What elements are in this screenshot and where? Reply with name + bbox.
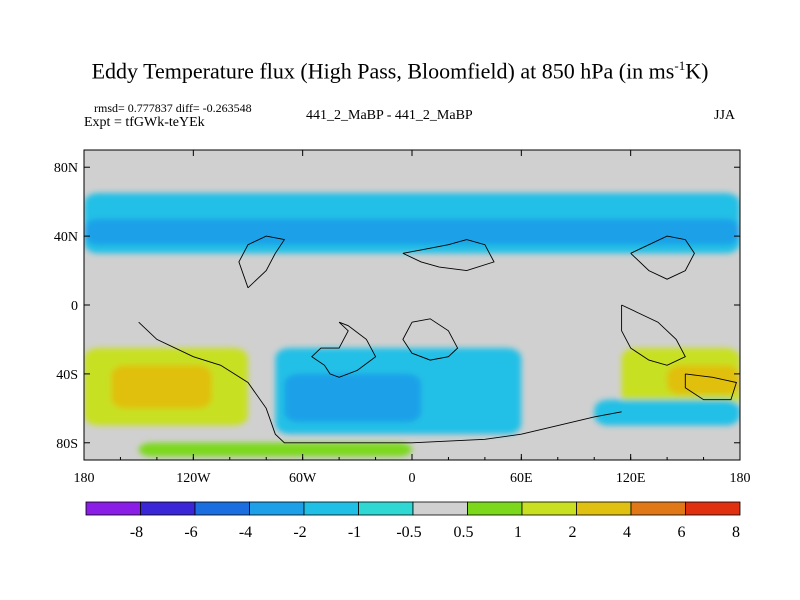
colorbar-swatch — [85, 501, 141, 516]
coastline-6 — [621, 304, 686, 366]
colorbar-label: 0.5 — [454, 524, 474, 541]
colorbar-swatch — [194, 501, 250, 516]
coastline-5 — [630, 235, 695, 280]
x-tick-label: 120E — [616, 471, 646, 486]
colorbar-label: -4 — [239, 524, 252, 541]
colorbar-swatch — [140, 501, 196, 516]
coastline-0 — [138, 321, 622, 444]
colorbar-label: -6 — [184, 524, 197, 541]
y-tick-label: 80N — [54, 161, 78, 176]
region-antarctic-warm-strip — [138, 442, 412, 457]
region-east-indian-ocean — [594, 399, 740, 426]
region-sh-australia-warm-core — [667, 365, 740, 395]
x-tick-label: 120W — [176, 471, 211, 486]
colorbar-label: 6 — [678, 524, 686, 541]
colorbar-label: -1 — [348, 524, 361, 541]
y-tick-label: 0 — [71, 299, 78, 314]
season-label: JJA — [714, 108, 736, 123]
y-tick-label: 40N — [54, 230, 78, 245]
region-nh-midlat-core — [84, 218, 740, 245]
colorbar-label: -2 — [293, 524, 306, 541]
region-sh-pacific-warm-core — [111, 365, 212, 409]
colorbar-label: -0.5 — [396, 524, 421, 541]
expt-label: Expt = tfGWk-teYEk — [84, 115, 205, 130]
chart-title: Eddy Temperature flux (High Pass, Bloomf… — [91, 58, 709, 84]
x-tick-label: 0 — [409, 471, 416, 486]
coastline-1 — [311, 321, 377, 378]
x-tick-label: 180 — [730, 471, 751, 486]
x-tick-label: 60E — [510, 471, 533, 486]
colorbar-label: 1 — [514, 524, 522, 541]
y-tick-label: 80S — [56, 437, 78, 452]
colorbar-swatch — [685, 501, 741, 516]
region-sh-southern-ocean-core — [284, 373, 422, 423]
colorbar-swatch — [303, 501, 359, 516]
x-tick-label: 60W — [289, 471, 317, 486]
coastline-2 — [402, 318, 459, 361]
colorbar-label: -8 — [130, 524, 143, 541]
colorbar-swatch — [630, 501, 686, 516]
coastline-4 — [238, 235, 286, 289]
coastline-7 — [684, 373, 737, 401]
runs-label: 441_2_MaBP - 441_2_MaBP — [306, 108, 473, 123]
colorbar-swatch — [467, 501, 523, 516]
colorbar-label: 4 — [623, 524, 631, 541]
colorbar-label: 2 — [569, 524, 577, 541]
colorbar-swatch — [249, 501, 305, 516]
colorbar-swatch — [358, 501, 414, 516]
colorbar-swatch — [576, 501, 632, 516]
y-tick-label: 40S — [56, 368, 78, 383]
rmsd-diff-stat: rmsd= 0.777837 diff= -0.263548 — [94, 101, 252, 115]
x-tick-label: 180 — [74, 471, 95, 486]
colorbar-label: 8 — [732, 524, 740, 541]
coastline-3 — [402, 239, 495, 272]
colorbar-swatch — [412, 501, 468, 516]
colorbar-swatch — [521, 501, 577, 516]
